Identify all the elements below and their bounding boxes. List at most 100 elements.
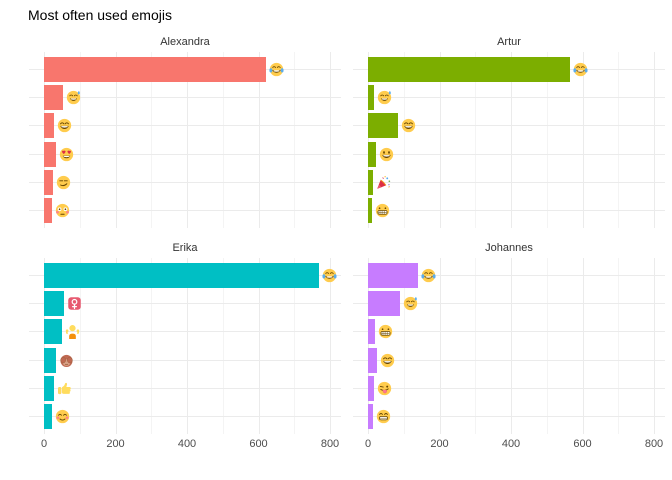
bar-thumbs-up <box>44 376 54 402</box>
beaming-face-with-smiling-eyes-icon <box>376 409 391 424</box>
gridline-major <box>654 52 655 228</box>
gridline-major <box>187 52 188 228</box>
bar-grinning-face-with-smiling-eyes <box>368 113 399 139</box>
gridline-major <box>368 258 369 434</box>
bar-flushed-face <box>44 198 52 224</box>
grinning-face-with-smiling-eyes-icon <box>401 118 416 133</box>
gridline-major <box>330 52 331 228</box>
gridline-major <box>44 52 45 228</box>
x-tick-label: 400 <box>501 438 521 450</box>
person-shrugging-icon <box>65 324 80 340</box>
bar-see-no-evil-monkey <box>44 347 56 373</box>
gridline-major <box>353 274 665 276</box>
gridline-major <box>29 125 341 127</box>
gridline-major <box>353 96 665 98</box>
bar-grinning-face-with-smiling-eyes <box>44 113 54 139</box>
grimacing-face-icon <box>375 203 390 218</box>
thumbs-up-icon <box>57 381 72 396</box>
panel-johannes <box>353 258 665 434</box>
gridline-major <box>368 52 369 228</box>
gridline-major <box>511 258 512 434</box>
gridline-minor <box>294 258 296 434</box>
gridline-major <box>29 302 341 304</box>
gridline-major <box>353 125 665 127</box>
x-tick-label: 800 <box>644 438 664 450</box>
grinning-face-icon <box>379 147 394 162</box>
bar-smiling-face-with-smiling-eyes <box>44 404 52 430</box>
gridline-major <box>29 210 341 212</box>
bar-smiling-face-with-heart-eyes <box>44 141 57 167</box>
see-no-evil-monkey-icon <box>59 353 74 368</box>
gridline-minor <box>79 258 81 434</box>
female-sign-icon <box>67 296 82 311</box>
panel-alexandra <box>29 52 341 228</box>
gridline-major <box>29 416 341 418</box>
gridline-major <box>330 258 331 434</box>
gridline-minor <box>151 258 153 434</box>
gridline-major <box>353 153 665 155</box>
grinning-face-with-smiling-eyes-icon <box>380 353 395 368</box>
x-axis: 0 200 400 600 800 <box>29 438 341 454</box>
facet-title: Johannes <box>485 241 533 254</box>
gridline-major <box>439 52 441 228</box>
x-tick-label: 200 <box>106 438 125 450</box>
bar-beaming-face-with-smiling-eyes <box>368 404 374 430</box>
facet-artur: Artur <box>353 31 665 228</box>
flushed-face-icon <box>55 203 70 218</box>
bar-face-with-tears-of-joy <box>44 56 266 82</box>
x-tick-label: 0 <box>364 438 372 450</box>
x-axis: 0 200 400 600 800 <box>353 438 665 454</box>
gridline-major <box>187 258 188 434</box>
bar-face-with-tears-of-joy <box>44 262 320 288</box>
facet-title: Artur <box>497 35 521 48</box>
x-tick-label: 600 <box>249 438 268 450</box>
winking-face-with-tongue-icon <box>377 381 392 396</box>
gridline-major <box>29 331 341 333</box>
gridline-major <box>258 258 260 434</box>
plot-title: Most often used emojis <box>28 7 172 23</box>
gridline-major <box>115 52 117 228</box>
gridline-minor <box>403 258 405 434</box>
x-tick-label: 200 <box>430 438 449 450</box>
gridline-minor <box>475 258 477 434</box>
gridline-minor <box>151 52 153 228</box>
grinning-face-with-smiling-eyes-icon <box>57 118 72 133</box>
face-with-tears-of-joy-icon <box>322 268 337 283</box>
facet-title: Erika <box>172 241 198 254</box>
grinning-face-with-sweat-icon <box>66 90 81 105</box>
grinning-face-with-sweat-icon <box>403 296 418 311</box>
gridline-major <box>353 210 665 212</box>
panel-artur <box>353 52 665 228</box>
bar-face-with-tears-of-joy <box>368 262 419 288</box>
gridline-minor <box>222 52 224 228</box>
gridline-major <box>115 258 117 434</box>
gridline-major <box>353 182 665 184</box>
facet-johannes: Johannes 0 200 400 600 800 <box>353 237 665 454</box>
gridline-major <box>582 258 584 434</box>
gridline-major <box>353 331 665 333</box>
bar-grinning-face-with-sweat <box>44 84 63 110</box>
grinning-face-with-sweat-icon <box>377 90 392 105</box>
facet-erika: Erika 0 200 400 600 800 <box>29 237 341 454</box>
bar-grinning-face-with-smiling-eyes <box>368 347 378 373</box>
bar-person-shrugging <box>44 319 62 345</box>
bar-grimacing-face <box>368 319 376 345</box>
face-with-tears-of-joy-icon <box>269 62 284 77</box>
gridline-major <box>29 96 341 98</box>
x-tick-label: 400 <box>177 438 197 450</box>
gridline-major <box>654 258 655 434</box>
gridline-major <box>511 52 512 228</box>
facet-alexandra: Alexandra <box>29 31 341 228</box>
gridline-major <box>29 388 341 390</box>
gridline-major <box>353 302 665 304</box>
face-with-tears-of-joy-icon <box>421 268 436 283</box>
bar-grinning-face-with-sweat <box>368 290 401 316</box>
gridline-major <box>353 359 665 361</box>
x-tick-label: 800 <box>320 438 340 450</box>
party-popper-icon <box>376 175 391 190</box>
gridline-minor <box>618 52 620 228</box>
gridline-minor <box>475 52 477 228</box>
smirking-face-icon <box>56 175 71 190</box>
gridline-minor <box>546 258 548 434</box>
bar-grimacing-face <box>368 198 373 224</box>
